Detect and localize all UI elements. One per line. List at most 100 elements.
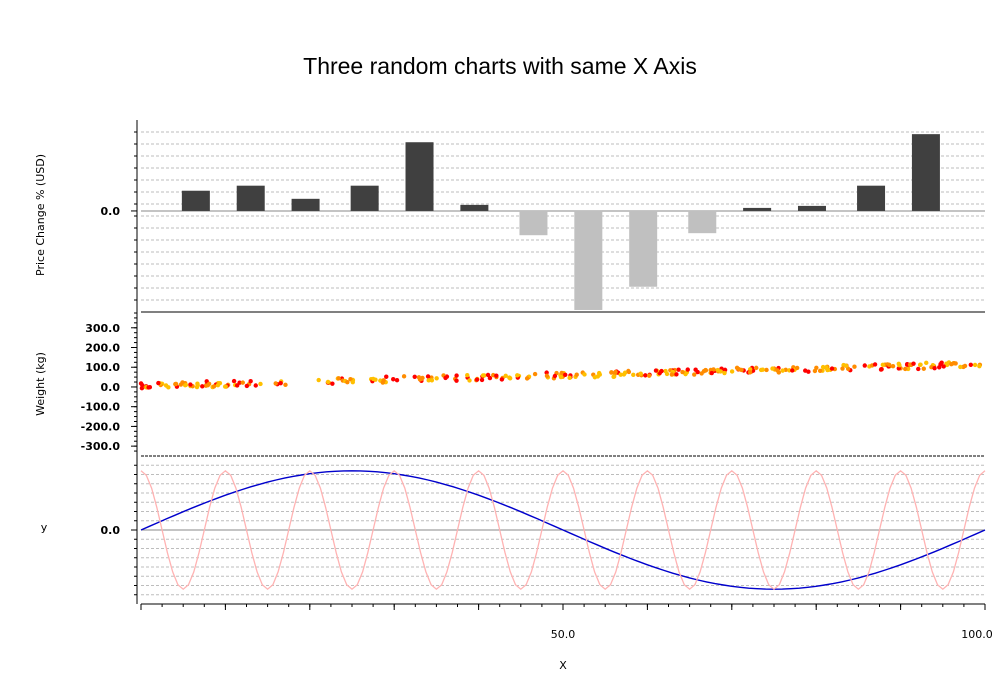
scatter-point <box>643 373 648 378</box>
scatter-point <box>852 364 857 369</box>
scatter-point <box>467 378 472 383</box>
scatter-point <box>609 370 614 375</box>
scatter-point <box>182 382 188 388</box>
y-tick-label: -300.0 <box>81 440 121 453</box>
scatter-point <box>944 362 950 368</box>
y-tick-label: 200.0 <box>85 342 120 355</box>
y-tick-label: 300.0 <box>85 322 120 335</box>
scatter-point <box>754 365 759 371</box>
scatter-point <box>200 384 205 389</box>
scatter-point <box>886 362 892 368</box>
scatter-point <box>330 381 335 386</box>
scatter-point <box>916 366 921 372</box>
shared-x-axis: 50.0 100.0 <box>140 603 993 641</box>
y-tick-label: -200.0 <box>81 420 121 433</box>
scatter-point <box>790 368 795 373</box>
scatter-point <box>544 370 549 375</box>
scatter-point <box>840 366 845 371</box>
scatter-point <box>659 368 664 374</box>
scatter-point <box>499 377 505 382</box>
scatter-point <box>532 371 538 377</box>
scatter-point <box>559 370 564 376</box>
scatter-point <box>373 377 378 382</box>
scatter-point <box>747 370 753 375</box>
scatter-point <box>567 375 572 381</box>
bar <box>743 207 772 211</box>
fast-sine-line <box>140 469 986 591</box>
scatter-point <box>391 377 396 382</box>
scatter-point <box>206 381 212 387</box>
scatter-point <box>715 367 720 373</box>
scatter-point <box>563 372 568 378</box>
scatter-point <box>775 368 780 373</box>
scatter-point <box>474 377 480 382</box>
bar <box>291 198 320 211</box>
scatter-point <box>622 370 628 375</box>
scatter-point <box>932 365 937 371</box>
scatter-point <box>829 366 835 371</box>
scatter-point <box>425 374 431 379</box>
scatter-point <box>454 373 459 378</box>
scatter-point <box>253 383 258 388</box>
x-tick-label: 50.0 <box>551 628 576 641</box>
scatter-point <box>653 368 659 373</box>
scatter-point <box>325 379 331 385</box>
scatter-point <box>524 376 530 381</box>
chart-title: Three random charts with same X Axis <box>303 53 697 79</box>
scatter-point <box>924 360 929 366</box>
scatter-point <box>703 367 708 373</box>
scatter-point <box>939 360 944 365</box>
y-tick-label: 0.0 <box>101 524 121 537</box>
scatter-point <box>613 369 618 375</box>
scatter-point <box>794 365 800 371</box>
scatter-point <box>911 361 916 366</box>
scatter-point <box>420 375 425 381</box>
scatter-point <box>412 374 417 379</box>
scatter-point <box>780 368 785 373</box>
x-tick-label: 100.0 <box>961 628 993 641</box>
scatter-point <box>480 373 486 378</box>
scatter-point <box>558 374 564 380</box>
scatter-point <box>146 385 151 390</box>
bar <box>181 190 210 211</box>
sine-panel: y 0.0 <box>41 456 986 604</box>
scatter-point <box>258 381 263 387</box>
scatter-point <box>890 363 896 369</box>
scatter-point <box>429 378 435 383</box>
scatter-point <box>843 363 849 368</box>
scatter-point <box>977 363 982 369</box>
scatter-point <box>211 384 217 389</box>
scatter-point <box>680 369 685 375</box>
scatter-point <box>770 366 775 371</box>
scatter-point <box>479 377 485 383</box>
bar <box>857 185 886 211</box>
scatter-point <box>139 385 145 391</box>
scatter-point <box>722 370 727 376</box>
weight-y-axis-label: Weight (kg) <box>34 352 47 416</box>
scatter-point <box>485 372 491 378</box>
bar <box>350 185 379 211</box>
scatter-point <box>806 369 811 374</box>
scatter-point <box>611 374 616 379</box>
bar <box>797 205 826 211</box>
x-axis-label: X <box>559 659 567 672</box>
scatter-point <box>434 376 439 381</box>
scatter-point <box>350 379 355 385</box>
scatter-point <box>248 378 253 384</box>
scatter-point <box>872 362 878 367</box>
bar <box>519 210 548 236</box>
bar <box>236 185 265 211</box>
scatter-point <box>820 364 826 370</box>
scatter-point <box>685 367 690 372</box>
scatter-point <box>729 369 735 374</box>
scatter-point <box>692 372 697 377</box>
scatter-point <box>968 362 974 367</box>
scatter-point <box>880 362 886 368</box>
scatter-point <box>552 373 558 379</box>
slow-sine-line <box>140 470 986 590</box>
scatter-point <box>156 380 161 386</box>
scatter-point <box>240 380 245 385</box>
scatter-point <box>862 363 867 368</box>
scatter-point <box>699 371 704 376</box>
